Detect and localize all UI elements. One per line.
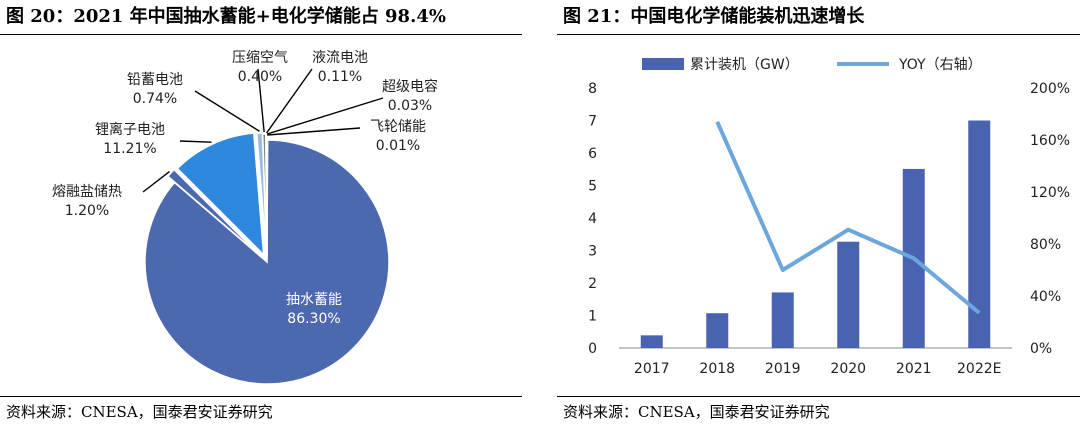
bar-figure-title: 图 21：中国电化学储能装机迅速增长 [563, 6, 865, 27]
pie-leader-line-6 [266, 68, 313, 134]
left-axis-tick-0: 0 [588, 341, 597, 357]
left-axis-tick-7: 7 [588, 114, 597, 130]
pie-slice-pct-7: 0.03% [388, 98, 432, 114]
right-axis-tick-0: 0% [1030, 341, 1052, 357]
pie-slice-pct-5: 0.40% [238, 69, 282, 85]
x-tick-2021: 2021 [896, 361, 932, 377]
left-axis-tick-3: 3 [588, 244, 597, 260]
pie-source-note: 资料来源：CNESA，国泰君安证券研究 [6, 403, 273, 421]
pie-slice-label-2: 熔融盐储热 [52, 184, 122, 200]
bar-title-rule [557, 34, 1080, 35]
pie-slice-8 [266, 136, 269, 260]
bar-2022E [968, 120, 991, 348]
x-tick-2020: 2020 [830, 361, 866, 377]
left-axis-tick-8: 8 [588, 81, 597, 97]
right-axis-tick-4: 160% [1030, 133, 1070, 149]
bar-2019 [771, 292, 794, 348]
x-tick-2019: 2019 [765, 361, 801, 377]
bar-line-figure-panel: 图 21：中国电化学储能装机迅速增长 0 1 2 3 4 5 6 7 8 0% 40% 80% 120%… [557, 0, 1080, 428]
pie-figure-title: 图 20：2021 年中国抽水蓄能+电化学储能占 98.4% [6, 6, 446, 27]
right-axis-tick-2: 80% [1030, 237, 1061, 253]
x-tick-2018: 2018 [699, 361, 735, 377]
bar-2020 [837, 241, 860, 348]
pie-slice-2 [166, 168, 261, 257]
pie-leader-line-2 [142, 171, 170, 193]
pie-figure-panel: 图 20：2021 年中国抽水蓄能+电化学储能占 98.4% 抽水蓄能 86.30… [0, 0, 522, 428]
pie-slice-label-5: 压缩空气 [232, 50, 288, 66]
x-tick-2017: 2017 [634, 361, 670, 377]
bar-source-note: 资料来源：CNESA，国泰君安证券研究 [563, 403, 830, 421]
pie-slice-pct-4: 0.74% [133, 91, 177, 107]
left-axis-tick-5: 5 [588, 179, 597, 195]
right-axis-tick-1: 40% [1030, 289, 1061, 305]
pie-slice-3 [176, 132, 265, 257]
legend-line-label: YOY（右轴） [898, 57, 982, 73]
pie-slice-label-8: 飞轮储能 [370, 119, 426, 135]
legend-bar-swatch [642, 58, 684, 70]
pie-leader-line-8 [267, 127, 361, 136]
pie-slice-pct-2: 1.20% [65, 203, 109, 219]
right-axis-tick-5: 200% [1030, 81, 1070, 97]
x-tick-2022E: 2022E [957, 361, 1001, 377]
right-axis-tick-3: 120% [1030, 185, 1070, 201]
bar-source-rule [557, 396, 1080, 397]
pie-slice-4 [255, 132, 268, 256]
pie-slice-label-7: 超级电容 [382, 78, 438, 95]
bar-2017 [640, 335, 663, 348]
legend-bar-label: 累计装机（GW） [690, 57, 799, 73]
pie-source-rule [0, 396, 522, 397]
pie-slice-pct-3: 11.21% [103, 141, 156, 157]
pie-slice-label-6: 液流电池 [312, 50, 368, 66]
bar-2018 [706, 313, 729, 348]
pie-slice-pct-6: 0.11% [318, 69, 362, 85]
pie-title-rule [0, 34, 522, 35]
left-axis-tick-6: 6 [588, 146, 597, 162]
pie-leader-line-7 [266, 97, 384, 135]
pie-slice-pct-1: 86.30% [287, 311, 340, 327]
pie-slice-label-3: 锂离子电池 [95, 121, 165, 138]
pie-leader-line-3 [179, 140, 212, 143]
pie-slice-1 [144, 139, 390, 385]
pie-slice-label-1: 抽水蓄能 [286, 292, 342, 308]
left-axis-tick-1: 1 [588, 309, 597, 325]
left-axis-tick-2: 2 [588, 276, 597, 292]
pie-leader-line-4 [194, 90, 260, 132]
pie-leader-line-5 [257, 68, 265, 133]
pie-chart: 抽水蓄能 86.30% 熔融盐储热 1.20% 锂离子电池 11.21% 铅蓄电池 0.74%… [52, 50, 438, 385]
left-axis-tick-4: 4 [588, 211, 597, 227]
pie-slice-pct-8: 0.01% [376, 138, 420, 154]
pie-slice-label-4: 铅蓄电池 [127, 72, 183, 88]
